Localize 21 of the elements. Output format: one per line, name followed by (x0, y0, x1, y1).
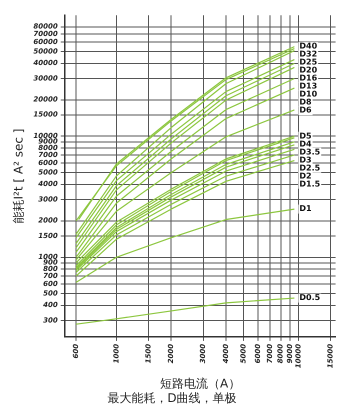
text: D1.5 (299, 179, 321, 188)
series-label: D3 (299, 155, 312, 164)
series-label: D5 (299, 131, 312, 140)
series-label: D16 (299, 74, 318, 83)
series-label: D8 (299, 98, 312, 107)
series-label: D25 (299, 58, 318, 67)
series-label: D0.5 (299, 293, 321, 302)
series-label: D6 (299, 106, 312, 115)
series-label: D2.5 (299, 163, 321, 172)
series-label: D4 (299, 139, 312, 148)
text: 最大能耗，D曲线，单极 (107, 390, 237, 405)
y-axis-title: 能耗I²t [ A² sec ] (11, 128, 26, 224)
text: D2 (299, 171, 312, 180)
series-label: D13 (299, 82, 318, 91)
series-label: D3.5 (299, 147, 321, 156)
series-label: D32 (299, 50, 318, 59)
series-label: D20 (299, 66, 318, 75)
series-label: D40 (299, 42, 318, 51)
series-label: D10 (299, 90, 318, 99)
series-label: D1 (299, 204, 312, 214)
x-axis-title: 短路电流（A） (160, 376, 240, 391)
